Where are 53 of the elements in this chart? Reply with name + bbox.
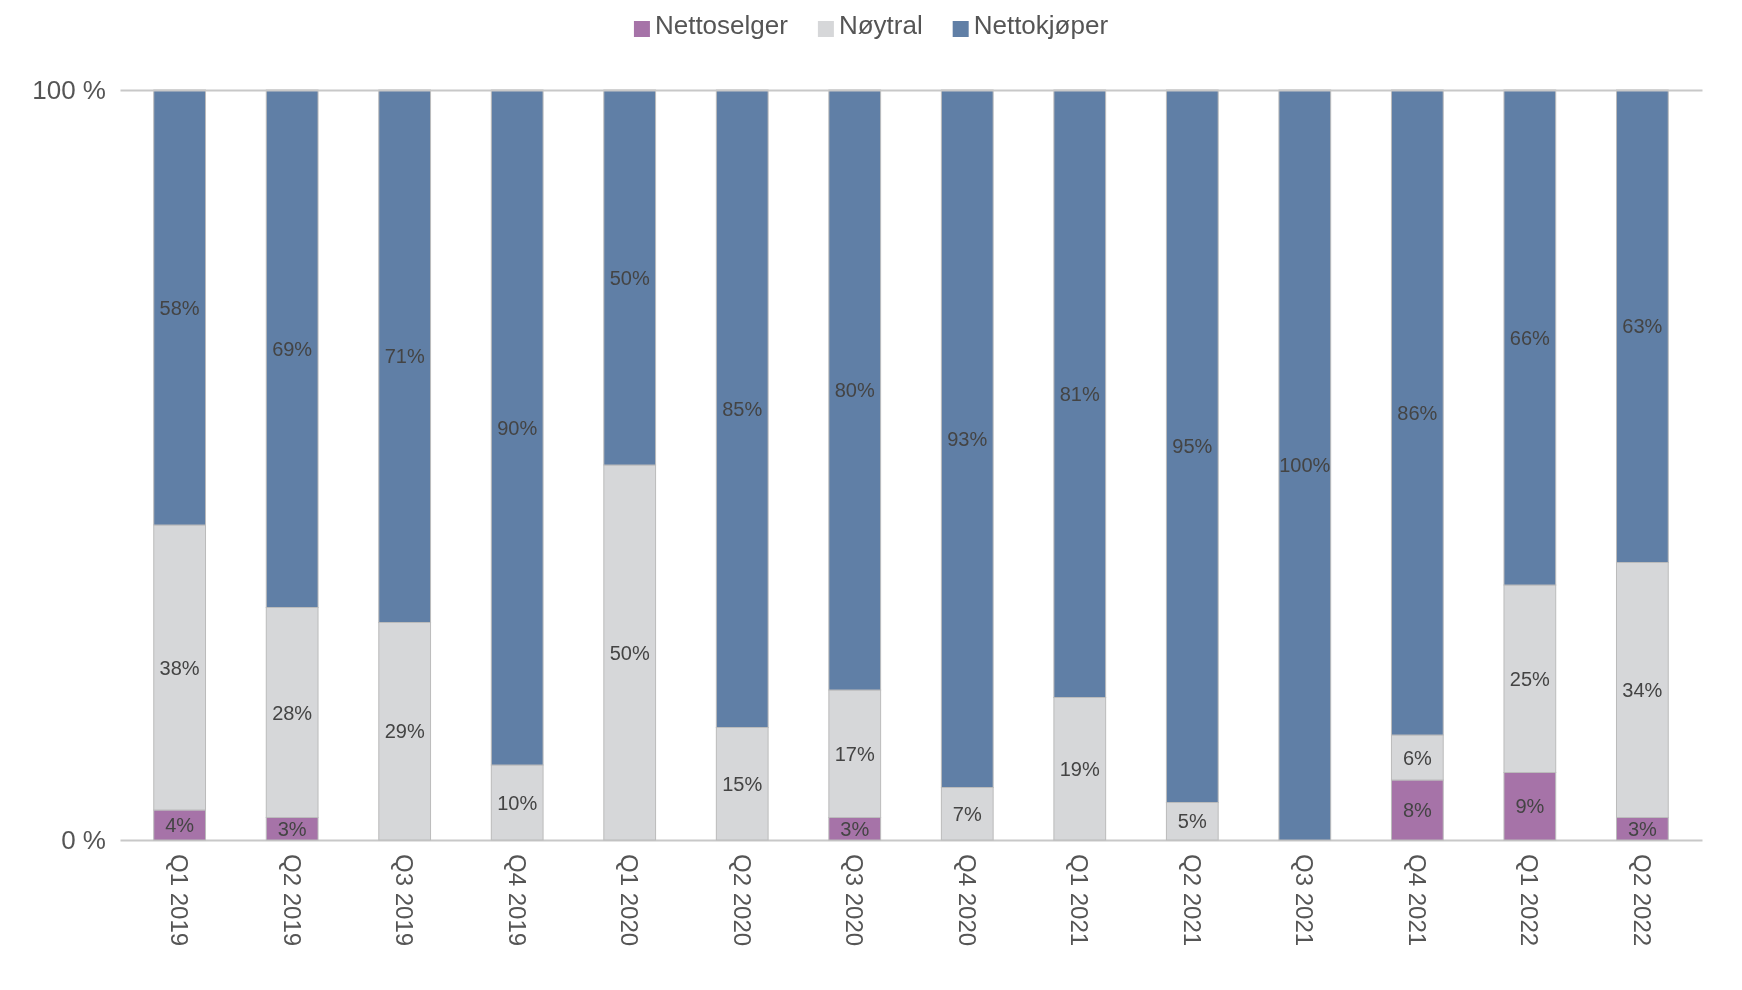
bar	[1278, 89, 1332, 841]
legend-label: Nettokjøper	[973, 10, 1109, 40]
data-label: 85%	[722, 397, 763, 420]
data-label: 69%	[272, 337, 313, 360]
data-label: 10%	[497, 791, 538, 814]
x-tick-label: Q4 2019	[503, 854, 531, 947]
data-label: 3%	[277, 817, 307, 840]
data-label: 38%	[159, 656, 200, 679]
data-label: 93%	[947, 427, 988, 450]
x-tick-label: Q4 2021	[1403, 854, 1431, 947]
x-tick-label: Q3 2020	[841, 854, 869, 947]
data-label: 9%	[1515, 795, 1545, 818]
data-label: 95%	[1172, 435, 1213, 458]
data-label: 4%	[165, 814, 195, 836]
data-label: 8%	[1402, 799, 1432, 821]
data-label: 5%	[1177, 810, 1207, 833]
data-label: 90%	[497, 416, 538, 439]
data-label: 71%	[384, 345, 425, 368]
data-label: 34%	[1622, 679, 1663, 701]
x-tick-label: Q3 2021	[1291, 854, 1319, 947]
x-tick-label: Q2 2022	[1628, 854, 1656, 947]
x-tick-label: Q3 2019	[391, 854, 419, 947]
data-label: 86%	[1397, 401, 1438, 424]
data-label: 7%	[952, 802, 982, 825]
data-label: 63%	[1622, 315, 1663, 338]
y-tick-label: 0 %	[61, 824, 106, 855]
data-label: 17%	[834, 742, 875, 765]
data-label: 100%	[1279, 454, 1331, 476]
x-tick-label: Q2 2019	[278, 854, 306, 947]
data-label: 50%	[609, 641, 650, 664]
data-label: 3%	[840, 817, 870, 840]
legend-label: Nøytral	[838, 10, 923, 40]
data-label: 6%	[1402, 746, 1432, 769]
data-label: 66%	[1509, 326, 1551, 349]
x-tick-label: Q1 2021	[1066, 854, 1094, 947]
x-tick-label: Q2 2020	[728, 854, 756, 947]
data-label: 29%	[384, 720, 425, 743]
data-label: 3%	[1627, 817, 1658, 840]
data-label: 25%	[1509, 667, 1551, 690]
x-tick-label: Q2 2021	[1178, 854, 1206, 947]
data-label: 58%	[159, 296, 200, 319]
legend-label: Nettoselger	[654, 10, 789, 40]
x-tick-label: Q1 2019	[166, 854, 194, 947]
data-label: 80%	[834, 379, 875, 401]
x-tick-label: Q4 2020	[953, 854, 981, 947]
data-label: 81%	[1059, 382, 1101, 405]
data-label: 50%	[609, 266, 650, 289]
data-label: 15%	[722, 772, 763, 795]
x-tick-label: Q1 2020	[616, 854, 644, 947]
data-label: 19%	[1059, 757, 1101, 780]
x-tick-label: Q1 2022	[1516, 854, 1544, 947]
data-label: 28%	[272, 701, 313, 724]
y-tick-label: 100 %	[32, 74, 106, 105]
